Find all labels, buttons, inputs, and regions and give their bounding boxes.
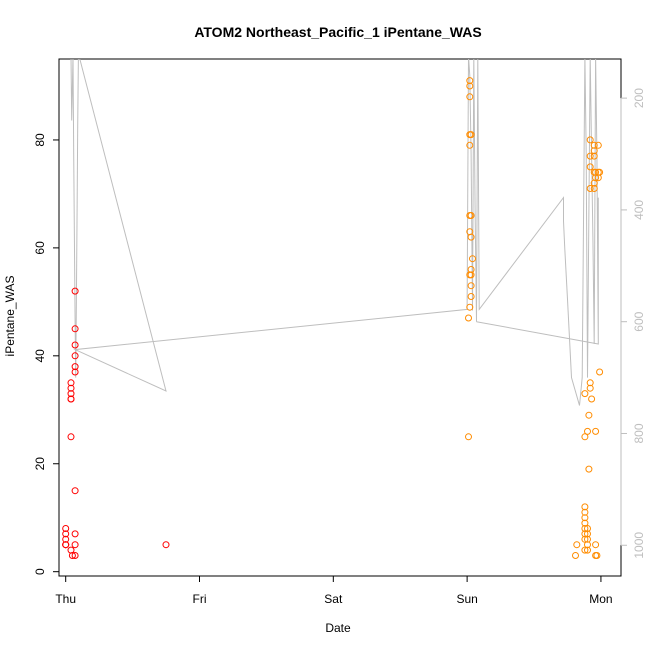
data-point-orange bbox=[584, 530, 591, 538]
data-point-red bbox=[62, 530, 70, 538]
data-point-orange bbox=[466, 77, 474, 85]
data-point-red bbox=[62, 535, 70, 543]
data-point-orange bbox=[581, 433, 589, 441]
data-point-red bbox=[67, 384, 75, 392]
data-point-red bbox=[71, 487, 79, 495]
data-point-orange bbox=[466, 141, 474, 149]
y-tick-label: 0 bbox=[33, 568, 47, 575]
data-point-red bbox=[71, 552, 79, 559]
y-tick-label: 20 bbox=[33, 457, 47, 471]
data-point-red bbox=[67, 395, 75, 403]
data-point-orange bbox=[590, 147, 598, 155]
y2-tick-label: 200 bbox=[632, 88, 646, 108]
data-point-orange bbox=[586, 379, 594, 387]
data-point-orange bbox=[467, 271, 475, 279]
data-point-red bbox=[62, 541, 70, 549]
data-point-orange bbox=[581, 503, 589, 511]
data-point-orange bbox=[581, 508, 589, 516]
data-point-orange bbox=[592, 174, 600, 182]
data-point-red bbox=[67, 433, 75, 441]
data-point-orange bbox=[586, 163, 594, 171]
data-point-orange bbox=[581, 519, 589, 527]
data-point-orange bbox=[592, 541, 600, 549]
data-point-orange bbox=[573, 541, 581, 549]
data-point-orange bbox=[584, 427, 591, 435]
data-point-red bbox=[71, 541, 79, 549]
plot-area: Thu Fri Sat Sun Mon 0 20 40 60 80 200 400 600 800 1000 bbox=[33, 58, 646, 606]
data-point-orange bbox=[465, 314, 472, 322]
x-tick-label: Sat bbox=[324, 592, 343, 606]
data-point-orange bbox=[572, 552, 579, 559]
data-point-orange bbox=[581, 535, 589, 543]
data-point-orange bbox=[581, 514, 589, 522]
y-tick-label: 80 bbox=[33, 133, 47, 147]
data-point-orange bbox=[467, 293, 475, 300]
data-point-orange bbox=[590, 152, 598, 160]
data-point-orange bbox=[585, 411, 593, 419]
data-point-orange bbox=[467, 282, 475, 290]
data-point-orange bbox=[596, 368, 604, 376]
data-point-orange bbox=[584, 541, 591, 549]
data-point-orange bbox=[467, 212, 475, 219]
data-point-orange bbox=[467, 233, 475, 241]
data-point-orange bbox=[581, 390, 589, 398]
data-point-orange bbox=[466, 303, 474, 311]
data-point-orange bbox=[586, 384, 594, 392]
data-point-orange bbox=[466, 82, 474, 90]
y2-tick-label: 800 bbox=[632, 423, 646, 443]
data-point-orange bbox=[465, 433, 472, 441]
y-axis-label: iPentane_WAS bbox=[3, 276, 17, 357]
data-point-orange bbox=[466, 93, 474, 101]
x-tick-label: Sun bbox=[456, 592, 477, 606]
data-point-red bbox=[71, 341, 79, 349]
data-point-orange bbox=[467, 131, 475, 139]
chart-title: ATOM2 Northeast_Pacific_1 iPentane_WAS bbox=[194, 24, 481, 40]
data-point-orange bbox=[584, 546, 591, 554]
data-point-red bbox=[162, 541, 170, 549]
data-point-orange bbox=[596, 168, 604, 176]
data-point-red bbox=[68, 552, 76, 559]
data-point-orange bbox=[593, 552, 601, 559]
data-point-orange bbox=[581, 530, 589, 538]
x-tick-label: Mon bbox=[589, 592, 612, 606]
data-point-orange bbox=[594, 141, 602, 149]
x-axis-label: Date bbox=[325, 621, 351, 635]
data-point-red bbox=[71, 368, 79, 376]
data-point-red bbox=[62, 525, 70, 532]
data-point-red bbox=[71, 352, 79, 360]
data-point-orange bbox=[584, 535, 591, 543]
y-tick-label: 60 bbox=[33, 241, 47, 255]
data-point-orange bbox=[592, 168, 600, 176]
data-point-orange bbox=[586, 185, 594, 192]
y2-tick-label: 600 bbox=[632, 311, 646, 331]
data-point-red bbox=[71, 530, 79, 538]
data-point-orange bbox=[581, 546, 589, 554]
plot-frame bbox=[58, 58, 622, 577]
data-point-orange bbox=[584, 525, 591, 532]
data-point-red bbox=[67, 390, 75, 398]
y2-tick-label: 400 bbox=[632, 200, 646, 220]
data-point-orange bbox=[586, 136, 594, 144]
altitude-line bbox=[70, 59, 599, 406]
x-tick-label: Fri bbox=[193, 592, 207, 606]
x-tick-label: Thu bbox=[55, 592, 76, 606]
data-point-orange bbox=[586, 152, 594, 160]
data-point-orange bbox=[590, 141, 598, 149]
data-point-orange bbox=[585, 465, 593, 473]
data-point-red bbox=[71, 363, 79, 371]
data-point-orange bbox=[590, 185, 598, 192]
data-point-orange bbox=[588, 395, 596, 403]
data-point-orange bbox=[592, 427, 600, 435]
y2-tick-label: 1000 bbox=[632, 532, 646, 559]
data-point-red bbox=[67, 379, 75, 387]
data-point-red bbox=[71, 325, 79, 333]
data-point-orange bbox=[581, 525, 589, 532]
y-tick-label: 40 bbox=[33, 349, 47, 363]
data-point-orange bbox=[469, 255, 476, 263]
data-point-red bbox=[71, 287, 79, 295]
